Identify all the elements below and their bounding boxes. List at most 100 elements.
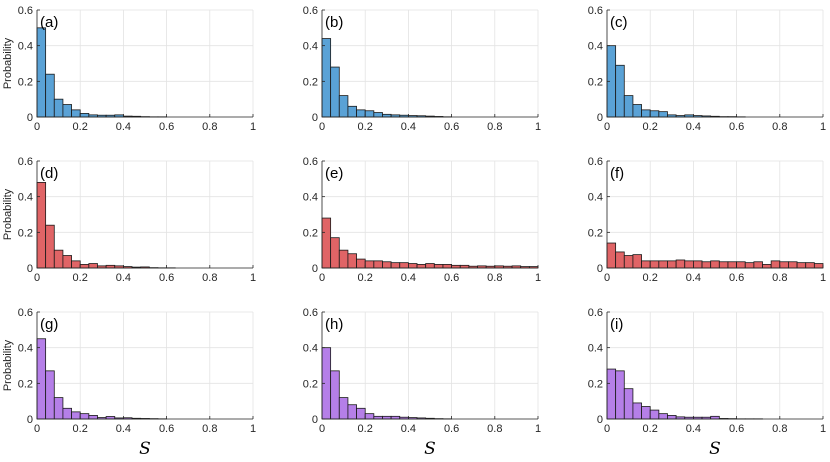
panel-f-bar bbox=[762, 264, 772, 269]
panel-f-bar bbox=[649, 260, 660, 269]
panel-d-bar bbox=[88, 263, 98, 269]
panel-d-xtick-label: 0.8 bbox=[202, 272, 217, 284]
panel-h-bar bbox=[347, 404, 357, 420]
panel-f-bar bbox=[615, 251, 625, 269]
panel-e-xtick-label: 0.4 bbox=[401, 272, 416, 284]
panel-h-xtick-label: 0.4 bbox=[401, 423, 416, 435]
panel-d-xtick-label: 0.4 bbox=[116, 272, 131, 284]
panel-c-bar bbox=[658, 111, 668, 118]
panel-g-bar bbox=[71, 411, 81, 420]
panel-a-xtick-label: 0.4 bbox=[116, 121, 131, 133]
panel-d-bar bbox=[62, 255, 72, 269]
panel-c-ytick-label: 0.6 bbox=[588, 5, 603, 17]
panel-g-ytick-label: 0.6 bbox=[18, 307, 33, 319]
panel-f-xtick-label: 0.4 bbox=[686, 272, 701, 284]
panel-g-bar bbox=[45, 370, 55, 420]
panel-i-ytick-label: 0.4 bbox=[588, 343, 603, 355]
panel-g-bar bbox=[53, 397, 64, 420]
panel-f-xtick-label: 0 bbox=[604, 272, 610, 284]
panel-e-bar bbox=[399, 262, 409, 269]
panel-f-bar bbox=[667, 260, 677, 269]
panel-f-bar bbox=[779, 261, 789, 269]
panel-a-plot-area bbox=[37, 10, 253, 117]
panel-a-ytick-label: 0 bbox=[27, 112, 33, 124]
panel-c-xtick-label: 0.4 bbox=[686, 121, 701, 133]
panel-a-xtick-label: 0.6 bbox=[159, 121, 174, 133]
panel-h-bar bbox=[390, 415, 401, 420]
panel-f-bar bbox=[641, 260, 651, 269]
panel-e-bar bbox=[382, 261, 392, 269]
panel-d-bar bbox=[79, 264, 90, 269]
panel-g-plot-area bbox=[37, 312, 253, 419]
panel-e-bar bbox=[390, 262, 401, 269]
panel-g-xtick-label: 0.2 bbox=[73, 423, 88, 435]
panel-i-xtick-label: 0.8 bbox=[772, 423, 787, 435]
panel-e-ytick-label: 0.2 bbox=[303, 227, 318, 239]
panel-c-xtick-label: 1 bbox=[820, 121, 826, 133]
panel-f-xtick-label: 1 bbox=[820, 272, 826, 284]
panel-e-ytick-label: 0.6 bbox=[303, 156, 318, 168]
panel-e-label: (e) bbox=[325, 165, 343, 182]
panel-e-bar bbox=[356, 258, 366, 269]
panel-c-ytick-label: 0 bbox=[597, 112, 603, 124]
panel-h-xtick-label: 0 bbox=[319, 423, 325, 435]
panel-d-xtick-label: 1 bbox=[250, 272, 256, 284]
panel-d-bar bbox=[45, 224, 55, 269]
panel-e-bar bbox=[338, 249, 349, 269]
panel-c-bar bbox=[649, 110, 660, 118]
panel-e-bar bbox=[364, 260, 375, 269]
panel-c-ytick-label: 0.2 bbox=[588, 76, 603, 88]
panel-f-bar bbox=[675, 259, 686, 269]
panel-c-xtick-label: 0.2 bbox=[643, 121, 658, 133]
panel-h-bar bbox=[382, 415, 392, 420]
panel-f-bar bbox=[710, 260, 720, 269]
panel-f-plot-area bbox=[607, 161, 823, 268]
panel-i-label: (i) bbox=[610, 316, 623, 333]
panel-a-bar bbox=[45, 73, 55, 118]
panel-f-bar bbox=[684, 260, 694, 269]
panel-e-bar bbox=[407, 263, 418, 269]
panel-e-xtick-label: 0.8 bbox=[487, 272, 502, 284]
panel-g-label: (g) bbox=[40, 316, 58, 333]
panel-b-xtick-label: 0 bbox=[319, 121, 325, 133]
panel-i-xlabel: S bbox=[709, 439, 721, 459]
panel-g-bar bbox=[79, 413, 90, 420]
panel-c-plot-area bbox=[607, 10, 823, 117]
panel-g-ytick-label: 0 bbox=[27, 414, 33, 426]
panel-h-xtick-label: 0.6 bbox=[444, 423, 459, 435]
panel-g-xtick-label: 1 bbox=[250, 423, 256, 435]
panel-c-bar bbox=[632, 104, 642, 118]
panel-b-bar bbox=[373, 112, 383, 118]
panel-i-ytick-label: 0 bbox=[597, 414, 603, 426]
panel-e-bar bbox=[459, 264, 470, 269]
panel-a-xtick-label: 0 bbox=[34, 121, 40, 133]
panel-b-bar bbox=[330, 66, 340, 118]
panel-f-bar bbox=[727, 261, 738, 269]
panel-a-bar bbox=[79, 113, 90, 118]
panel-f-bar bbox=[718, 261, 729, 269]
panel-i-bar bbox=[667, 415, 677, 420]
panel-b-label: (b) bbox=[325, 14, 343, 31]
panel-f-bar bbox=[753, 261, 763, 269]
panel-b-xtick-label: 0.4 bbox=[401, 121, 416, 133]
panel-g-xlabel: S bbox=[139, 439, 151, 459]
panel-e-bar bbox=[425, 263, 435, 269]
panel-h-bar bbox=[356, 407, 366, 420]
panel-i-bar bbox=[710, 415, 720, 420]
panel-i-bar bbox=[649, 409, 660, 420]
panel-d-bar bbox=[71, 260, 81, 269]
panel-f-bar bbox=[606, 242, 617, 269]
panel-f-bar bbox=[770, 260, 781, 269]
panel-f-ytick-label: 0 bbox=[597, 263, 603, 275]
panel-h-xtick-label: 0.2 bbox=[358, 423, 373, 435]
panel-f-bar bbox=[658, 260, 668, 269]
panel-h-bar bbox=[373, 415, 383, 420]
panel-i-xtick-label: 0.6 bbox=[729, 423, 744, 435]
panel-b-ytick-label: 0.4 bbox=[303, 41, 318, 53]
panel-a-bar bbox=[62, 104, 72, 118]
panel-e-xtick-label: 1 bbox=[535, 272, 541, 284]
panel-f-bar bbox=[693, 260, 703, 269]
panel-h-bar bbox=[338, 397, 349, 420]
panel-b-xtick-label: 0.6 bbox=[444, 121, 459, 133]
panel-c-label: (c) bbox=[610, 14, 628, 31]
